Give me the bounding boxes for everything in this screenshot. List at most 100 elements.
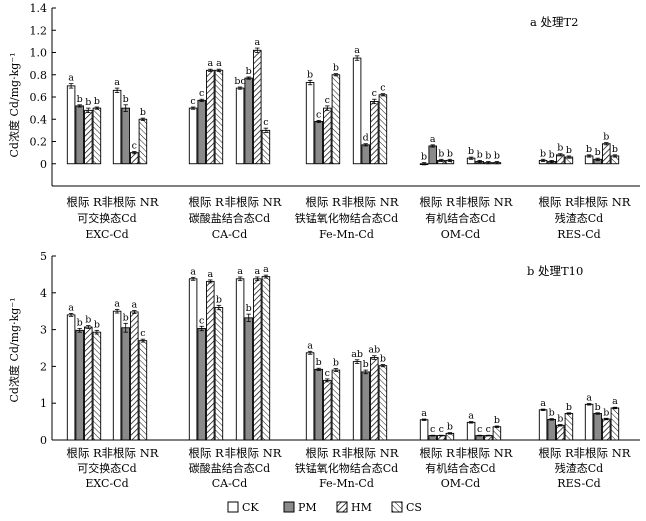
fraction-code-label: RES-Cd	[557, 228, 600, 241]
significance-letter: b	[557, 414, 563, 425]
significance-letter: a	[190, 266, 196, 277]
bar	[584, 403, 594, 441]
fraction-name-label: 残渣态Cd	[555, 461, 603, 475]
x-tick-label: 非根际 NR	[225, 446, 282, 460]
significance-letter: b	[380, 354, 386, 365]
y-tick-label: 0.6	[30, 91, 48, 104]
significance-letter: b	[586, 144, 592, 155]
significance-letter: c	[140, 328, 145, 339]
significance-letter: b	[540, 148, 546, 159]
bar	[593, 413, 602, 441]
bar	[253, 278, 262, 441]
y-tick-label: 2	[40, 360, 47, 373]
significance-letter: a	[540, 398, 546, 409]
significance-letter: b	[549, 408, 555, 419]
significance-letter: b	[123, 312, 129, 323]
bar	[84, 326, 93, 441]
significance-letter: b	[485, 151, 491, 162]
bar	[112, 89, 122, 165]
x-tick-label: 根际 R	[305, 195, 341, 209]
significance-letter: a	[263, 264, 269, 275]
significance-letter: c	[325, 95, 330, 106]
bar	[305, 352, 315, 441]
bar	[352, 57, 362, 165]
bar	[466, 421, 476, 441]
x-tick-label: 根际 R	[538, 195, 574, 209]
bar	[253, 49, 262, 165]
significance-letter: b	[494, 415, 500, 426]
legend: CK PM HM CS	[227, 501, 422, 514]
bar	[214, 69, 224, 165]
fraction-code-label: OM-Cd	[441, 477, 480, 490]
significance-letter: b	[77, 317, 83, 328]
bar	[235, 87, 245, 165]
significance-letter: b	[595, 402, 601, 413]
significance-letter: a	[114, 298, 120, 309]
significance-letter: a	[207, 58, 213, 69]
bar	[428, 145, 437, 165]
fraction-code-label: RES-Cd	[557, 477, 600, 490]
significance-letter: c	[372, 88, 377, 99]
bar	[556, 424, 565, 441]
fraction-name-label: 铁锰氧化物结合态Cd	[295, 461, 398, 475]
bar	[261, 129, 271, 165]
significance-letter: b	[447, 148, 453, 159]
fraction-code-label: Fe-Mn-Cd	[319, 477, 374, 490]
legend-swatch-hm	[336, 501, 348, 513]
y-tick-label: 4	[40, 287, 47, 300]
fraction-name-label: 可交换态Cd	[77, 211, 136, 225]
significance-letter: c	[199, 315, 204, 326]
significance-letter: b	[85, 97, 91, 108]
significance-letter: c	[477, 424, 482, 435]
legend-label-pm: PM	[298, 501, 317, 514]
bar	[547, 418, 556, 441]
significance-letter: c	[325, 368, 330, 379]
significance-letter: a	[254, 266, 260, 277]
fraction-name-label: 残渣态Cd	[555, 211, 603, 225]
bar	[314, 121, 323, 165]
significance-letter: a	[68, 302, 74, 313]
significance-letter: b	[595, 147, 601, 158]
bar	[314, 368, 323, 441]
bar	[370, 357, 379, 441]
significance-letter: c	[380, 83, 385, 94]
fraction-name-label: 有机结合态Cd	[425, 211, 495, 225]
significance-letter: b	[246, 303, 252, 314]
fraction-code-label: EXC-Cd	[85, 477, 128, 490]
significance-letter: c	[430, 424, 435, 435]
bar	[121, 107, 130, 165]
x-tick-label: 根际 R	[538, 446, 574, 460]
fraction-name-label: 碳酸盐结合态Cd	[189, 211, 270, 225]
significance-letter: b	[216, 294, 222, 305]
fraction-code-label: EXC-Cd	[85, 228, 128, 241]
bar	[214, 307, 224, 441]
bar	[75, 105, 84, 165]
panel-a-chart: a 处理T2 Cd浓度 Cd/mg·kg⁻¹ 0 0.2 0.4 0.6 0.8 1.0 1…	[7, 2, 640, 241]
significance-letter: c	[199, 88, 204, 99]
x-tick-label: 非根际 NR	[342, 195, 399, 209]
legend-swatch-ck	[227, 501, 239, 513]
significance-letter: b	[447, 422, 453, 433]
bar	[602, 418, 611, 441]
significance-letter: a	[131, 299, 137, 310]
bar	[361, 371, 370, 441]
x-tick-label: 非根际 NR	[574, 195, 631, 209]
y-tick-label: 0.8	[30, 69, 48, 82]
significance-letter: c	[439, 424, 444, 435]
bar	[130, 311, 139, 441]
bar	[352, 361, 362, 441]
significance-letter: d	[363, 133, 369, 144]
significance-letter: a	[68, 73, 74, 84]
bar	[244, 77, 253, 165]
significance-letter: b	[140, 107, 146, 118]
bar	[206, 69, 215, 165]
legend-label-ck: CK	[242, 501, 259, 514]
panel-b-y-axis-label: Cd浓度 Cd/mg·kg⁻¹	[7, 297, 21, 402]
bar	[75, 329, 84, 441]
bar	[66, 85, 76, 165]
significance-letter: a	[237, 266, 243, 277]
x-tick-label: 非根际 NR	[574, 446, 631, 460]
y-tick-label: 0.4	[30, 113, 48, 126]
bar	[130, 152, 139, 165]
bar	[121, 327, 130, 441]
